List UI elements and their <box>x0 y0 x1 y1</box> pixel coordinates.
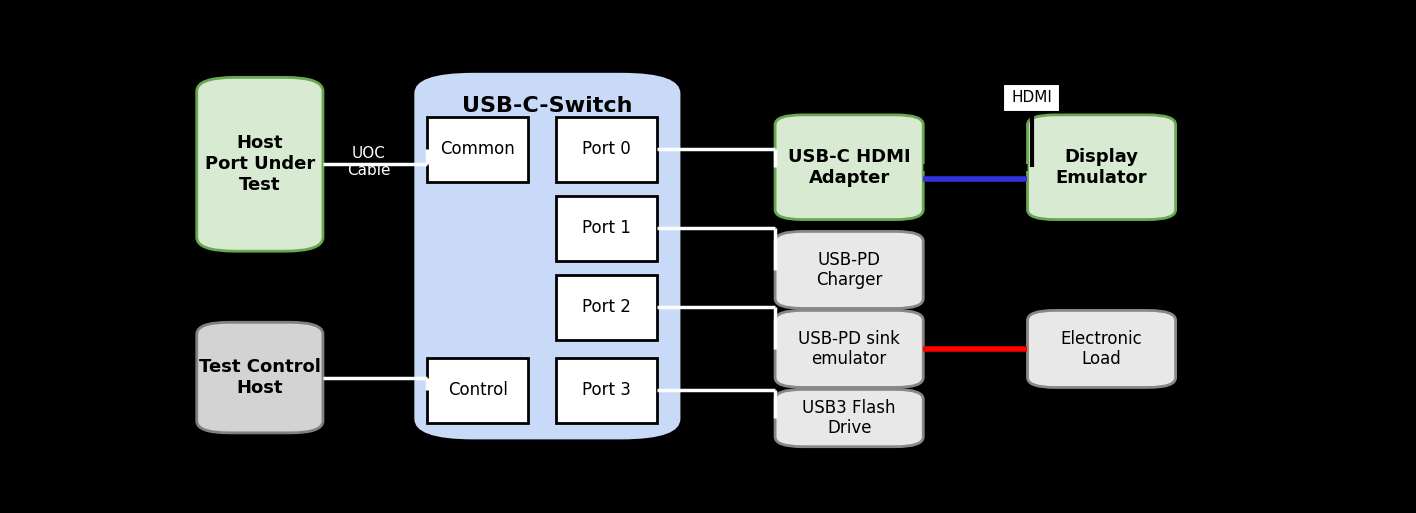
Text: Host
Port Under
Test: Host Port Under Test <box>205 134 314 194</box>
Text: Electronic
Load: Electronic Load <box>1061 329 1143 368</box>
Text: Common: Common <box>440 141 515 159</box>
FancyBboxPatch shape <box>775 115 923 220</box>
FancyBboxPatch shape <box>775 310 923 387</box>
Text: UOC
Cable: UOC Cable <box>347 146 391 179</box>
FancyBboxPatch shape <box>555 117 657 182</box>
FancyBboxPatch shape <box>197 322 323 433</box>
FancyBboxPatch shape <box>197 77 323 251</box>
Text: Control: Control <box>447 381 507 400</box>
Text: Port 1: Port 1 <box>582 220 630 238</box>
FancyBboxPatch shape <box>1028 310 1175 387</box>
FancyBboxPatch shape <box>428 117 528 182</box>
Text: USB-C-Switch: USB-C-Switch <box>462 96 633 116</box>
Text: Display
Emulator: Display Emulator <box>1056 148 1147 187</box>
FancyBboxPatch shape <box>775 231 923 308</box>
FancyBboxPatch shape <box>1028 115 1175 220</box>
FancyBboxPatch shape <box>555 275 657 340</box>
Text: Port 3: Port 3 <box>582 381 630 400</box>
FancyBboxPatch shape <box>1004 84 1061 112</box>
FancyBboxPatch shape <box>555 196 657 261</box>
Text: USB3 Flash
Drive: USB3 Flash Drive <box>803 399 896 438</box>
Text: USB-C HDMI
Adapter: USB-C HDMI Adapter <box>787 148 910 187</box>
FancyBboxPatch shape <box>428 358 528 423</box>
Text: Test Control
Host: Test Control Host <box>198 358 321 397</box>
Text: USB-PD
Charger: USB-PD Charger <box>816 250 882 289</box>
FancyBboxPatch shape <box>555 358 657 423</box>
Text: USB-PD sink
emulator: USB-PD sink emulator <box>799 329 901 368</box>
FancyBboxPatch shape <box>413 71 683 441</box>
Text: Port 0: Port 0 <box>582 141 630 159</box>
Text: Port 2: Port 2 <box>582 299 630 317</box>
FancyBboxPatch shape <box>775 389 923 447</box>
Text: HDMI: HDMI <box>1011 90 1052 105</box>
